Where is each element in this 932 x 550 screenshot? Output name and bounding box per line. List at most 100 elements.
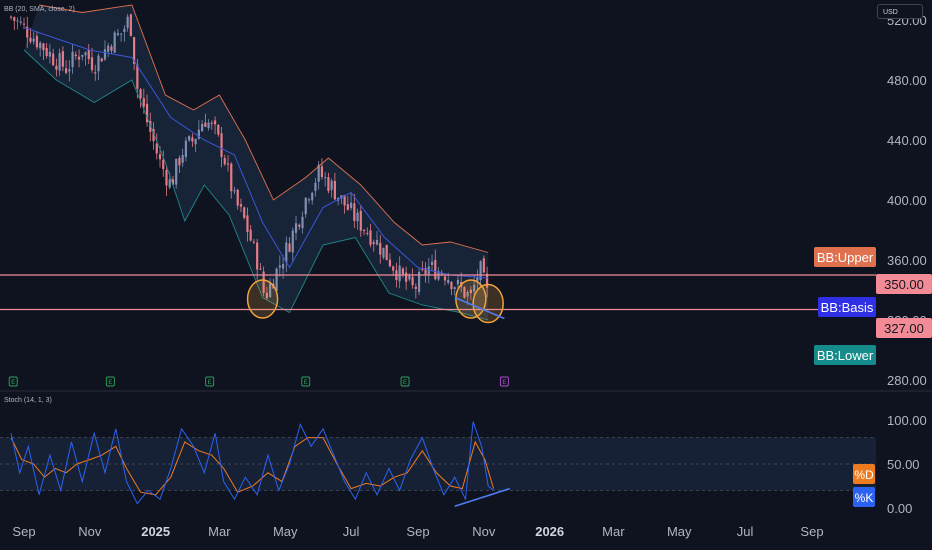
candle [87, 43, 90, 65]
candle [123, 25, 126, 42]
candle [324, 172, 327, 187]
candle [84, 51, 87, 66]
candle [311, 191, 314, 205]
stoch-trendline[interactable] [454, 487, 510, 508]
candle [178, 155, 181, 174]
stoch-axis[interactable]: 100.00 50.00 0.00 [887, 413, 927, 516]
earnings-marker[interactable]: E [499, 376, 509, 387]
candle [304, 196, 307, 218]
candle [427, 258, 430, 284]
stoch-d-tag-label: %D [854, 468, 874, 482]
candle [204, 113, 207, 128]
candle [126, 13, 129, 32]
earnings-marker-label: E [304, 380, 308, 386]
candle [61, 46, 64, 72]
currency-button[interactable]: USD [877, 4, 923, 19]
candle [366, 227, 369, 236]
candle [16, 17, 19, 30]
candle [294, 216, 298, 241]
time-tick-label: Mar [208, 524, 231, 539]
candle [379, 235, 382, 264]
price-tick-label: 400.00 [887, 193, 927, 208]
time-tick-label: Sep [12, 524, 35, 539]
low-circle [246, 279, 279, 319]
candle [301, 211, 304, 234]
bollinger-band-fill [24, 5, 489, 320]
candle [191, 133, 194, 147]
stoch-indicator-label[interactable]: Stoch (14, 1, 3) [4, 397, 52, 404]
candle [476, 269, 479, 290]
stoch-tick-label: 100.00 [887, 413, 927, 428]
candle [94, 64, 97, 81]
earnings-marker[interactable]: E [301, 376, 311, 387]
price-327-tag-label: 327.00 [884, 321, 924, 336]
candle [81, 54, 84, 61]
candle [39, 41, 42, 57]
candle [369, 223, 372, 248]
candle [97, 53, 100, 80]
candle [333, 172, 336, 201]
stoch-k-tag-label: %K [855, 491, 874, 505]
candle [398, 256, 401, 289]
candle [48, 43, 52, 64]
time-tick-label: Sep [406, 524, 429, 539]
candle [116, 28, 120, 37]
candle [463, 286, 466, 299]
bb-lower-tag-label: BB:Lower [817, 348, 874, 363]
candle [259, 263, 262, 271]
price-trendline[interactable] [454, 296, 505, 320]
bb-indicator-label[interactable]: BB (20, SMA, close, 2) [4, 6, 75, 13]
candle [207, 119, 210, 131]
candle [382, 247, 385, 260]
candle [278, 255, 281, 277]
candle [90, 47, 94, 73]
candle [100, 57, 103, 62]
earnings-marker[interactable]: E [400, 376, 410, 387]
earnings-marker[interactable]: E [8, 376, 18, 387]
candle [424, 262, 427, 283]
candle [320, 158, 324, 180]
candle [288, 237, 291, 253]
stochastic-panel[interactable] [0, 421, 876, 508]
earnings-marker[interactable]: E [205, 376, 215, 387]
time-axis[interactable]: Sep Nov 2025 Mar May Jul Sep Nov 2026 Mar May Jul Se… [12, 524, 823, 539]
candle [9, 15, 13, 20]
stoch-tick-label: 0.00 [887, 501, 912, 516]
candle [392, 265, 395, 276]
stoch-tick-label: 50.00 [887, 457, 920, 472]
time-tick-label: 2026 [535, 524, 564, 539]
bb-basis-tag-label: BB:Basis [821, 300, 874, 315]
candle [213, 116, 217, 135]
candle [239, 198, 243, 213]
candle [165, 165, 168, 196]
candle [74, 51, 77, 60]
candle [152, 122, 155, 150]
earnings-marker[interactable]: E [105, 376, 115, 387]
candle [330, 178, 333, 198]
candle [307, 197, 311, 204]
time-tick-label: Jul [343, 524, 360, 539]
circled-lows [246, 279, 504, 324]
time-tick-label: Sep [800, 524, 823, 539]
candle [349, 192, 353, 211]
candle [353, 193, 356, 229]
candle [35, 31, 39, 50]
candle [110, 44, 113, 54]
candle [249, 225, 252, 242]
bb-lower-line [23, 49, 489, 321]
earnings-marker-label: E [208, 380, 212, 386]
candle [184, 137, 188, 162]
price-350-tag: 350.00 [876, 274, 932, 294]
bb-basis-line [23, 27, 489, 279]
candle [343, 194, 346, 214]
candle [58, 48, 61, 76]
candle [32, 31, 35, 45]
candle [372, 239, 375, 252]
candle [210, 120, 213, 130]
candle [230, 162, 233, 199]
candle [485, 266, 489, 298]
candle [327, 172, 330, 194]
candle [181, 148, 184, 167]
candle [107, 42, 110, 58]
